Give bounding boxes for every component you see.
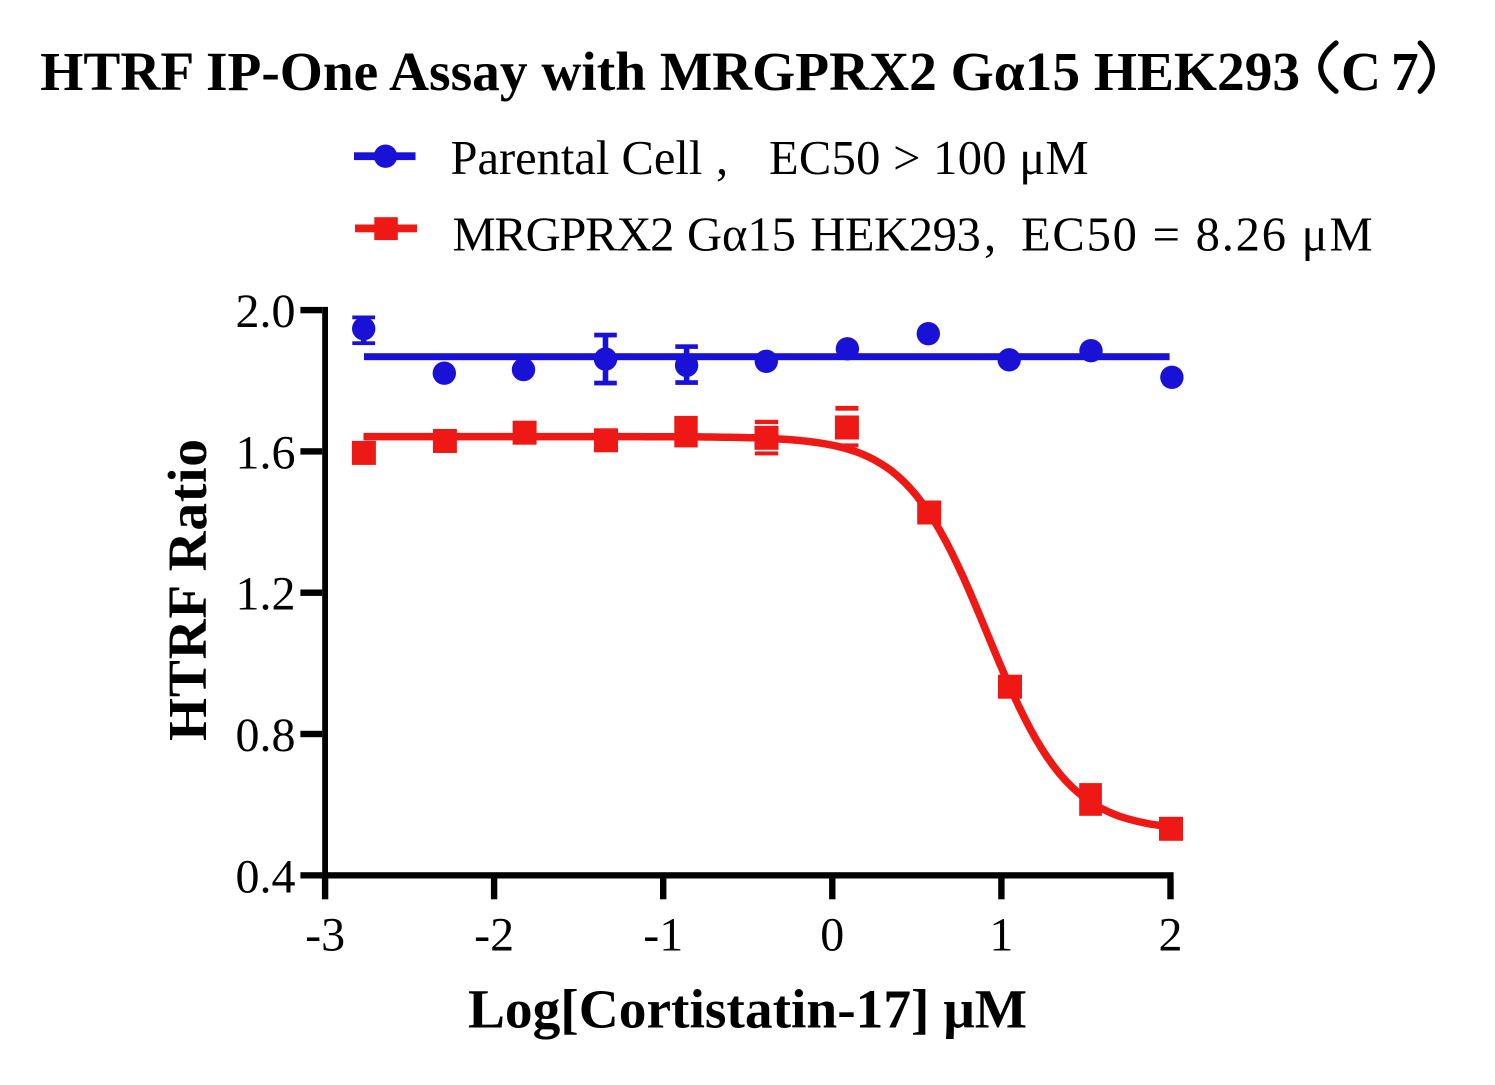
svg-text:HTRF IP-One Assay with MRGPRX2: HTRF IP-One Assay with MRGPRX2 Gα15 HEK2… — [40, 41, 1300, 102]
svg-text:-2: -2 — [474, 908, 514, 961]
svg-text:0.8: 0.8 — [236, 709, 296, 762]
svg-text:0.4: 0.4 — [236, 850, 296, 903]
svg-text:1: 1 — [989, 908, 1013, 961]
svg-text:2.0: 2.0 — [236, 285, 296, 338]
svg-text:Log[Cortistatin-17] μM: Log[Cortistatin-17] μM — [468, 978, 1027, 1039]
svg-text:0: 0 — [820, 908, 844, 961]
svg-text:-1: -1 — [643, 908, 683, 961]
svg-text:1.6: 1.6 — [236, 426, 296, 479]
svg-text:HTRF Ratio: HTRF Ratio — [157, 438, 218, 741]
svg-text:Parental Cell,EC50 > 100 μM: Parental Cell, EC50 > 100 μM — [451, 132, 1089, 185]
svg-text:-3: -3 — [305, 908, 345, 961]
svg-text:C7: C7 — [1341, 41, 1419, 102]
svg-text:1.2: 1.2 — [236, 568, 296, 621]
svg-text:2: 2 — [1159, 908, 1183, 961]
